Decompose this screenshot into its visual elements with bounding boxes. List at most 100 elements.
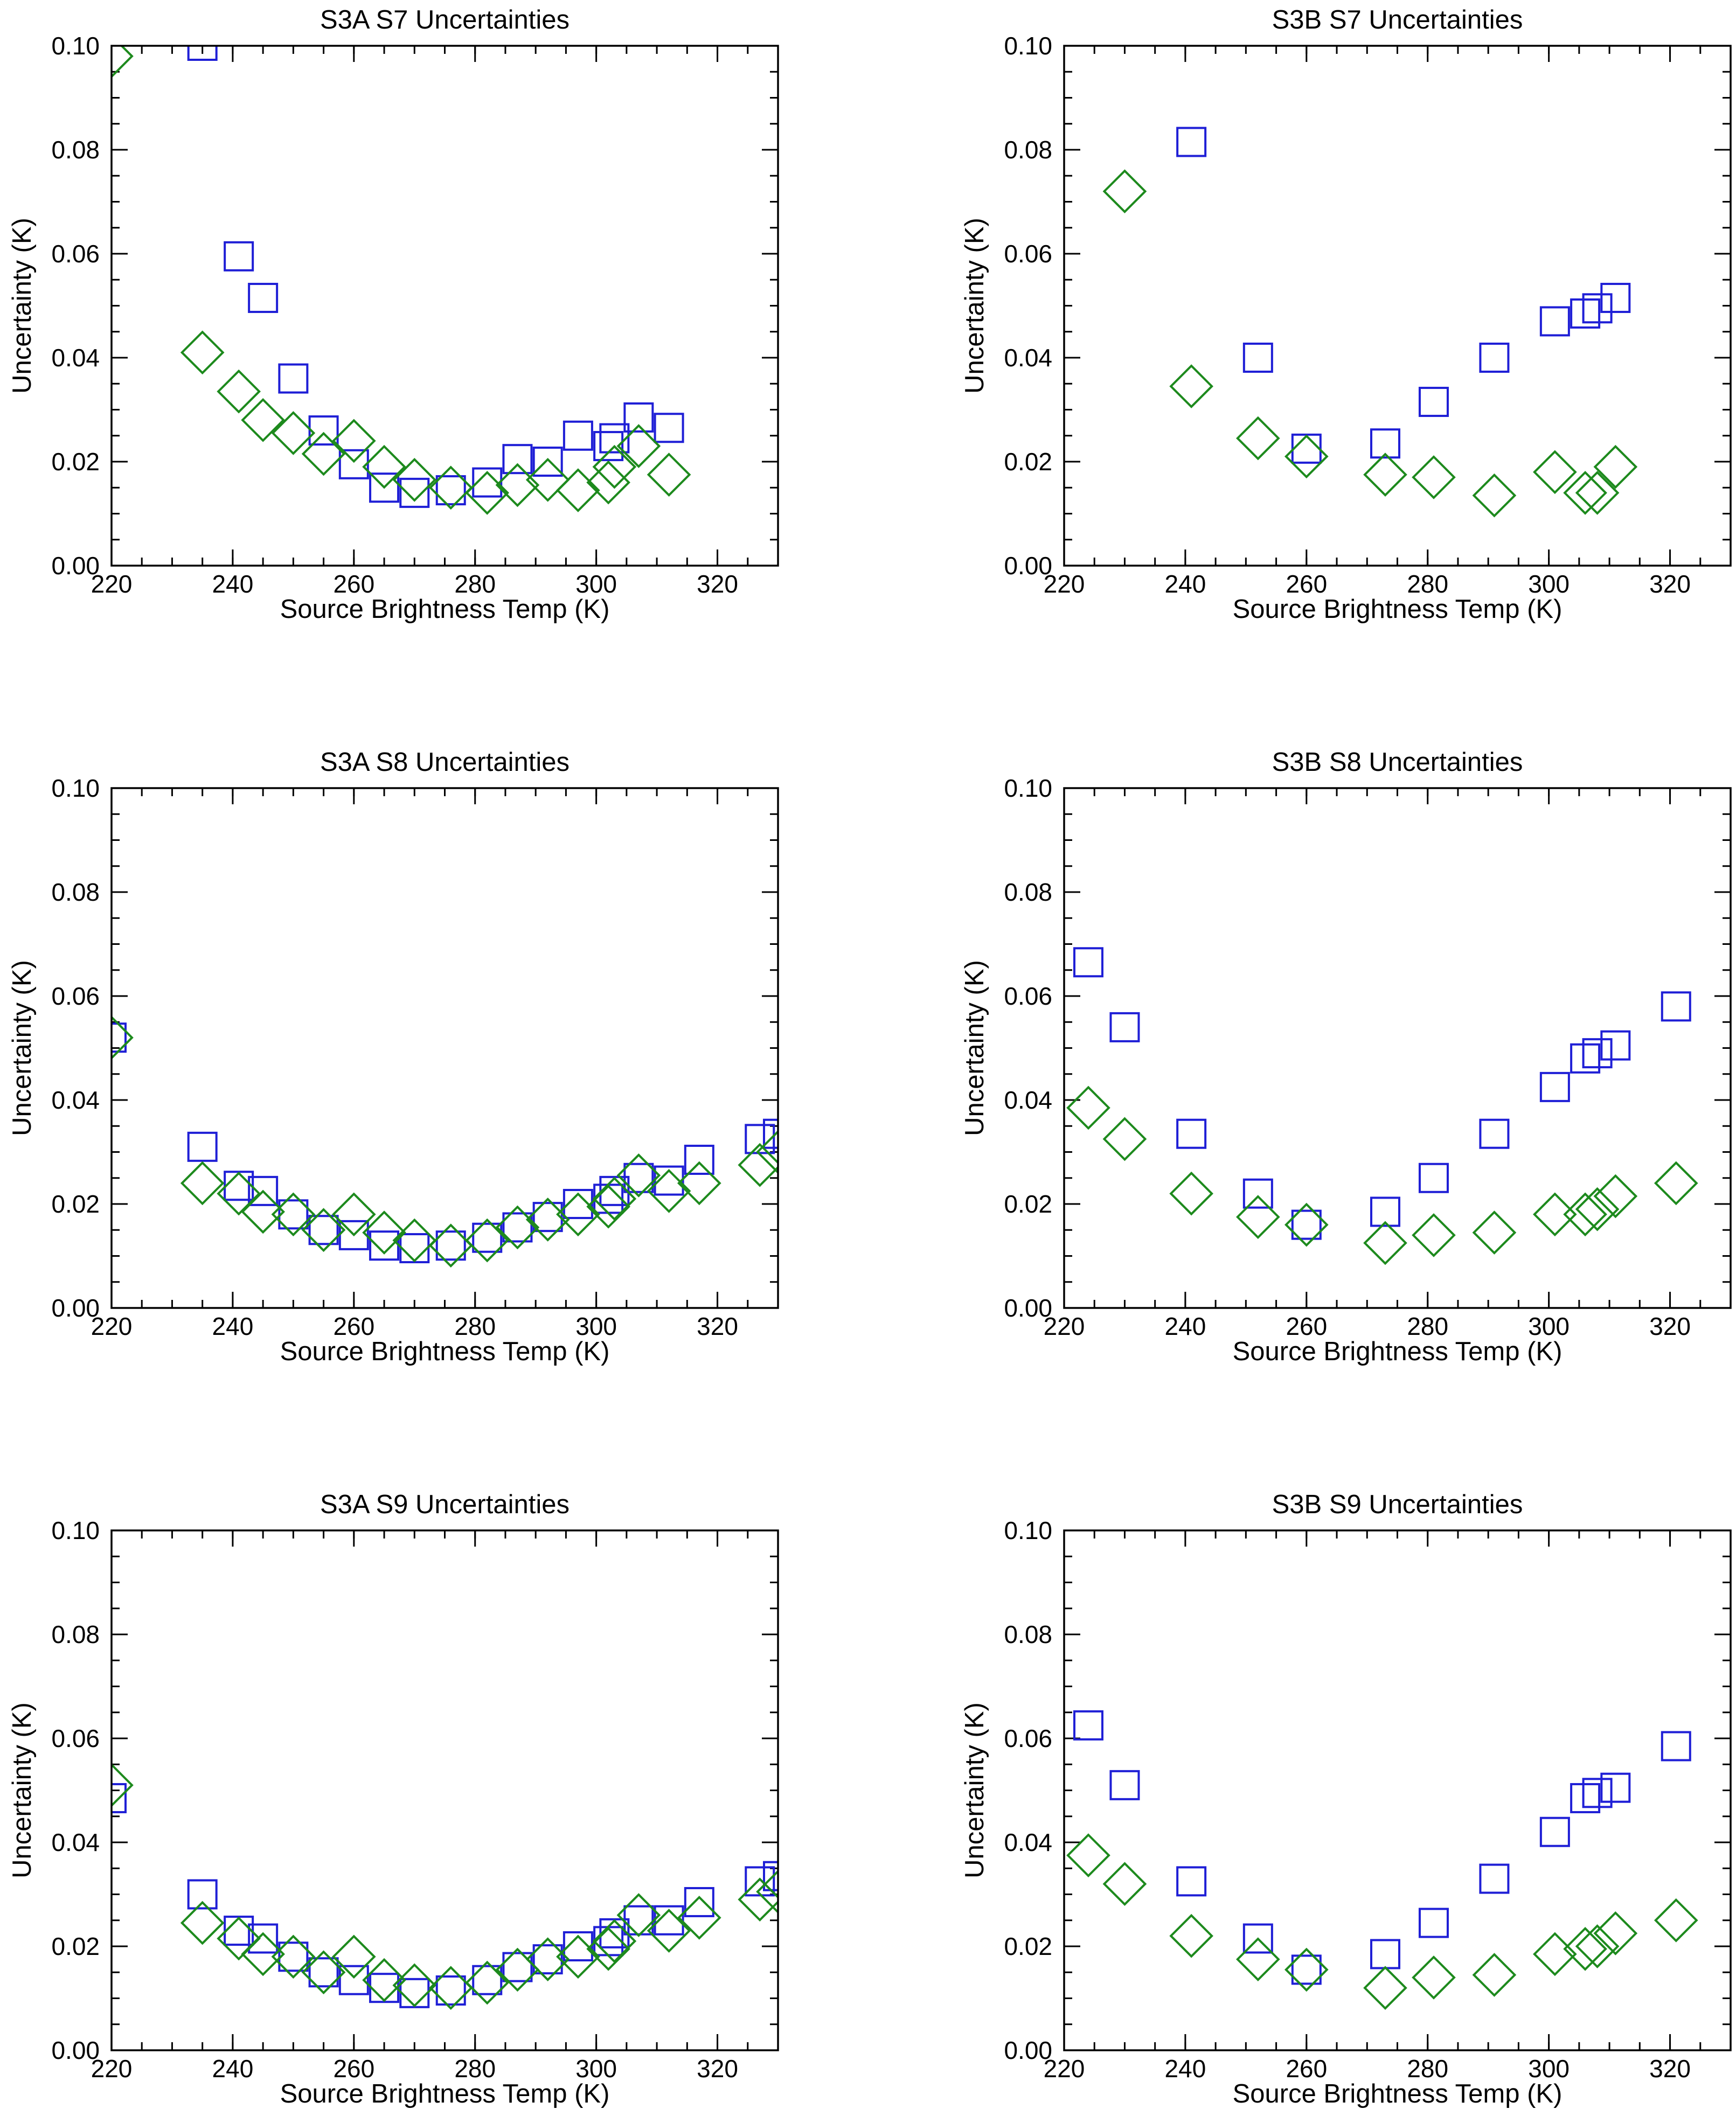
square-marker: [435, 1230, 466, 1261]
y-tick-label: 0.08: [51, 878, 100, 906]
diamond-marker: [1533, 1932, 1577, 1976]
diamond-marker: [1472, 473, 1517, 518]
chart-panel: S3A S7 Uncertainties 220 240 260 280 300 320 0.…: [8, 5, 779, 624]
square-marker: [563, 1931, 593, 1961]
x-tick-label: 240: [1165, 2055, 1206, 2083]
y-tick-label: 0.10: [51, 1516, 100, 1544]
diamond-marker: [1066, 1833, 1110, 1877]
square-marker: [1570, 1043, 1601, 1074]
square-marker: [532, 1202, 563, 1233]
x-tick-label: 280: [454, 570, 496, 598]
y-tick-label: 0.06: [51, 982, 100, 1010]
y-axis-label: Uncertainty (K): [8, 1702, 37, 1878]
x-tick-label: 220: [1044, 2055, 1085, 2083]
diamond-marker: [217, 369, 261, 414]
square-marker: [1600, 1772, 1631, 1803]
data-markers: [112, 1015, 778, 1268]
diamond-marker: [465, 1218, 510, 1263]
diamond-marker: [756, 1130, 778, 1174]
diamond-marker: [392, 1218, 437, 1263]
square-marker: [1661, 991, 1691, 1022]
square-marker: [532, 1944, 563, 1975]
diamond-marker: [1563, 471, 1607, 515]
square-marker: [1539, 1071, 1570, 1102]
square-marker: [532, 447, 563, 477]
diamond-marker: [1284, 1202, 1329, 1247]
diamond-marker: [112, 46, 134, 79]
x-tick-label: 260: [333, 1312, 374, 1340]
y-tick-label: 0.06: [51, 1724, 100, 1752]
y-tick-label: 0.00: [1004, 2036, 1052, 2064]
diamond-marker: [647, 453, 691, 497]
diamond-marker: [1533, 450, 1577, 495]
diamond-marker: [1563, 1926, 1607, 1971]
square-marker: [399, 1978, 430, 2008]
diamond-marker: [1472, 1210, 1517, 1255]
y-tick-label: 0.02: [51, 448, 100, 476]
diamond-marker: [301, 431, 346, 476]
diamond-marker: [1169, 364, 1213, 408]
square-marker: [1539, 1816, 1570, 1847]
diamond-marker: [1363, 1221, 1407, 1265]
x-tick-label: 300: [1528, 570, 1570, 598]
square-marker: [1539, 306, 1570, 337]
square-marker: [1109, 1012, 1140, 1042]
diamond-marker: [1412, 1955, 1456, 2000]
x-tick-label: 320: [697, 570, 738, 598]
diamond-marker: [217, 1171, 261, 1216]
data-markers: [1066, 947, 1698, 1265]
y-tick-label: 0.02: [1004, 448, 1052, 476]
diamond-marker: [1563, 1192, 1607, 1237]
diamond-marker: [331, 1934, 376, 1979]
diamond-marker: [1575, 1924, 1620, 1968]
x-tick-label: 240: [212, 570, 254, 598]
square-marker: [435, 475, 466, 506]
diamond-marker: [525, 457, 570, 502]
diamond-marker: [495, 1205, 540, 1250]
square-marker: [248, 1175, 279, 1206]
diamond-marker: [647, 1909, 691, 1953]
chart-panel: S3A S8 Uncertainties 220 240 260 280 300 320 0.…: [8, 748, 779, 1366]
y-tick-label: 0.00: [51, 1294, 100, 1322]
y-tick-label: 0.04: [1004, 1828, 1052, 1856]
square-marker: [112, 1783, 127, 1813]
square-marker: [763, 1118, 778, 1149]
square-marker: [338, 1965, 369, 1995]
square-marker: [763, 1861, 778, 1891]
x-tick-label: 240: [212, 1312, 254, 1340]
square-marker: [1582, 293, 1613, 324]
y-tick-label: 0.08: [51, 1620, 100, 1648]
x-tick-label: 260: [333, 570, 374, 598]
square-marker: [623, 402, 654, 433]
y-tick-label: 0.10: [1004, 774, 1052, 802]
square-marker: [599, 423, 630, 454]
diamond-marker: [1472, 1953, 1517, 1997]
diamond-marker: [1412, 455, 1456, 499]
diamond-marker: [1102, 169, 1147, 214]
x-tick-label: 280: [454, 1312, 496, 1340]
diamond-marker: [592, 1919, 637, 1964]
chart-title: S3B S9 Uncertainties: [1272, 1490, 1523, 1519]
square-marker: [187, 1131, 218, 1162]
square-marker: [1370, 1196, 1401, 1227]
square-marker: [472, 1965, 503, 1995]
x-tick-label: 320: [1649, 2055, 1691, 2083]
x-tick-label: 300: [1528, 1312, 1570, 1340]
diamond-marker: [738, 1877, 778, 1922]
y-tick-label: 0.00: [1004, 1294, 1052, 1322]
diamond-marker: [465, 471, 510, 515]
square-marker: [435, 1975, 466, 2006]
x-tick-label: 320: [697, 1312, 738, 1340]
diamond-marker: [1593, 1911, 1638, 1955]
diamond-marker: [1533, 1192, 1577, 1237]
square-marker: [338, 449, 369, 479]
square-marker: [563, 420, 593, 451]
y-axis-label: Uncertainty (K): [960, 1702, 989, 1878]
x-tick-label: 300: [575, 1312, 617, 1340]
square-marker: [187, 46, 218, 61]
y-tick-label: 0.10: [1004, 1516, 1052, 1544]
x-tick-label: 280: [1407, 1312, 1448, 1340]
diamond-marker: [271, 1934, 316, 1979]
x-axis-label: Source Brightness Temp (K): [280, 1337, 610, 1366]
